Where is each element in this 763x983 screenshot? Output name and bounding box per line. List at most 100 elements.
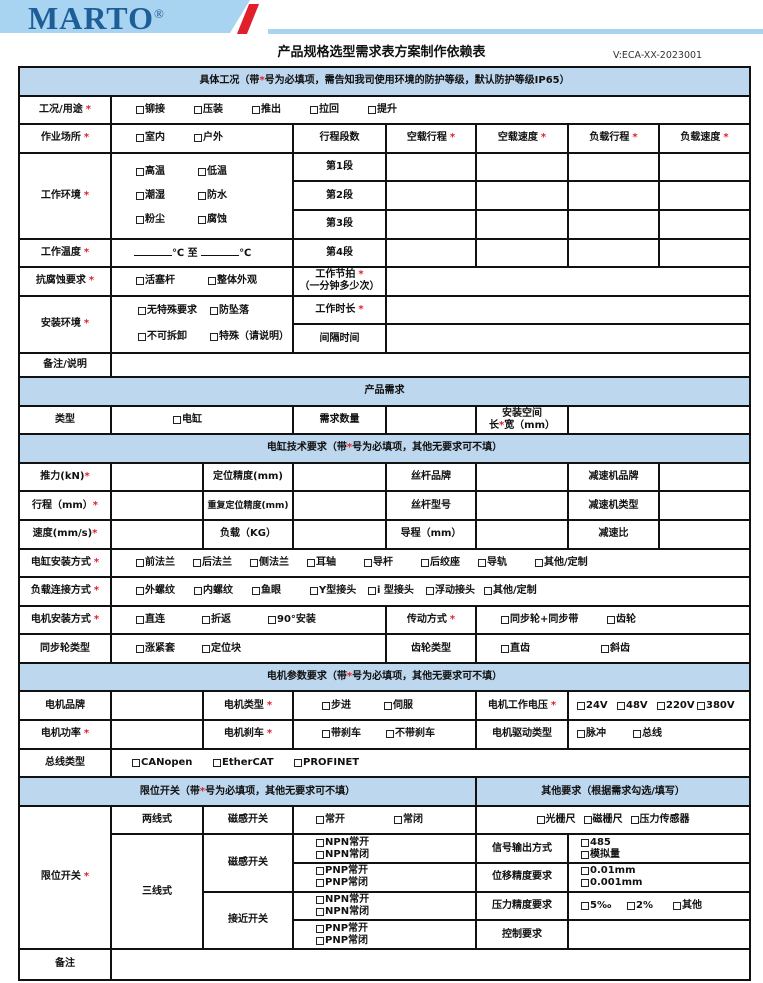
- checkbox-option[interactable]: 压装: [194, 104, 252, 116]
- checkbox-option[interactable]: 脉冲: [577, 728, 633, 740]
- checkbox-option[interactable]: 同步轮+同步带: [501, 614, 607, 626]
- checkbox-option[interactable]: 耳轴: [307, 557, 364, 569]
- checkbox-icon[interactable]: [136, 215, 144, 224]
- checkbox-icon[interactable]: [581, 850, 589, 859]
- checkbox-option[interactable]: 铆接: [136, 104, 194, 116]
- input-cell[interactable]: [385, 151, 477, 183]
- input-cell[interactable]: [567, 237, 660, 269]
- checkbox-icon[interactable]: [581, 838, 589, 847]
- input-cell[interactable]: [475, 461, 569, 493]
- checkbox-icon[interactable]: [136, 134, 144, 143]
- checkbox-option[interactable]: 提升: [368, 104, 426, 116]
- checkbox-icon[interactable]: [617, 701, 625, 710]
- checkbox-icon[interactable]: [252, 587, 260, 596]
- checkbox-icon[interactable]: [364, 558, 372, 567]
- checkbox-option[interactable]: 模拟量: [581, 849, 671, 861]
- checkbox-option[interactable]: 特殊（请说明）: [210, 331, 289, 343]
- checkbox-icon[interactable]: [386, 730, 394, 739]
- input-cell[interactable]: [567, 180, 660, 211]
- checkbox-option[interactable]: 导杆: [364, 557, 421, 569]
- interval-input[interactable]: [384, 323, 752, 354]
- checkbox-icon[interactable]: [673, 901, 681, 910]
- checkbox-option[interactable]: 潮湿: [136, 190, 198, 202]
- checkbox-option[interactable]: 侧法兰: [250, 557, 307, 569]
- checkbox-icon[interactable]: [210, 307, 218, 316]
- checkbox-icon[interactable]: [208, 277, 216, 286]
- checkbox-option[interactable]: Y型接头: [310, 585, 368, 597]
- input-cell[interactable]: [657, 151, 752, 183]
- checkbox-option[interactable]: 涨紧套: [136, 643, 202, 655]
- checkbox-option[interactable]: CANopen: [132, 757, 213, 769]
- checkbox-option[interactable]: 压力传感器: [630, 814, 690, 826]
- checkbox-option[interactable]: 0.001mm: [581, 877, 675, 889]
- checkbox-icon[interactable]: [136, 644, 144, 653]
- checkbox-option[interactable]: 0.01mm: [581, 865, 675, 877]
- checkbox-option[interactable]: 不可拆卸: [138, 331, 210, 343]
- checkbox-icon[interactable]: [136, 615, 144, 624]
- notes-input[interactable]: [109, 947, 752, 981]
- checkbox-option[interactable]: 直齿: [501, 643, 601, 655]
- checkbox-icon[interactable]: [368, 587, 376, 596]
- checkbox-option[interactable]: 485: [581, 837, 671, 849]
- checkbox-icon[interactable]: [194, 587, 202, 596]
- checkbox-icon[interactable]: [501, 615, 509, 624]
- checkbox-option[interactable]: 磁栅尺: [583, 814, 623, 826]
- checkbox-icon[interactable]: [198, 167, 206, 176]
- checkbox-icon[interactable]: [394, 816, 402, 825]
- checkbox-option[interactable]: 带刹车: [322, 728, 386, 740]
- input-cell[interactable]: [385, 237, 477, 269]
- checkbox-icon[interactable]: [316, 816, 324, 825]
- checkbox-icon[interactable]: [136, 105, 144, 114]
- checkbox-icon[interactable]: [577, 701, 585, 710]
- checkbox-option[interactable]: 220V: [657, 700, 697, 712]
- checkbox-icon[interactable]: [577, 730, 585, 739]
- checkbox-option[interactable]: 户外: [194, 132, 252, 144]
- input-cell[interactable]: [567, 151, 660, 183]
- duration-input[interactable]: [384, 294, 752, 326]
- checkbox-option[interactable]: 48V: [617, 700, 657, 712]
- checkbox-icon[interactable]: [194, 134, 202, 143]
- input-cell[interactable]: [292, 518, 387, 550]
- checkbox-icon[interactable]: [252, 105, 260, 114]
- checkbox-option[interactable]: 防坠落: [210, 305, 282, 317]
- checkbox-icon[interactable]: [322, 730, 330, 739]
- checkbox-icon[interactable]: [194, 105, 202, 114]
- checkbox-icon[interactable]: [173, 415, 181, 424]
- checkbox-option[interactable]: 室内: [136, 132, 194, 144]
- checkbox-option[interactable]: 24V: [577, 700, 617, 712]
- checkbox-icon[interactable]: [213, 758, 221, 767]
- checkbox-icon[interactable]: [132, 758, 140, 767]
- checkbox-icon[interactable]: [601, 644, 609, 653]
- checkbox-icon[interactable]: [581, 879, 589, 888]
- checkbox-icon[interactable]: [202, 644, 210, 653]
- checkbox-icon[interactable]: [583, 816, 592, 825]
- checkbox-icon[interactable]: [136, 558, 144, 567]
- checkbox-option[interactable]: EtherCAT: [213, 757, 294, 769]
- input-cell[interactable]: [567, 208, 660, 240]
- checkbox-icon[interactable]: [136, 587, 144, 596]
- input-cell[interactable]: [385, 208, 477, 240]
- checkbox-option[interactable]: 2%: [627, 900, 673, 912]
- checkbox-option[interactable]: 防水: [198, 190, 260, 202]
- checkbox-icon[interactable]: [316, 838, 324, 847]
- checkbox-option[interactable]: 斜齿: [601, 643, 701, 655]
- checkbox-icon[interactable]: [316, 879, 324, 888]
- checkbox-option[interactable]: NPN常闭: [316, 849, 396, 861]
- checkbox-option[interactable]: 后法兰: [193, 557, 250, 569]
- checkbox-option[interactable]: 鱼眼: [252, 585, 310, 597]
- checkbox-icon[interactable]: [250, 558, 258, 567]
- checkbox-icon[interactable]: [536, 816, 545, 825]
- checkbox-option[interactable]: PNP常闭: [316, 877, 396, 889]
- checkbox-icon[interactable]: [316, 924, 324, 933]
- checkbox-icon[interactable]: [316, 936, 324, 945]
- checkbox-option[interactable]: 低温: [198, 166, 260, 178]
- input-cell[interactable]: [475, 237, 569, 269]
- checkbox-icon[interactable]: [633, 730, 641, 739]
- input-cell[interactable]: [475, 180, 569, 211]
- checkbox-option[interactable]: 380V: [697, 700, 737, 712]
- checkbox-option[interactable]: 不带刹车: [386, 728, 450, 740]
- checkbox-icon[interactable]: [316, 907, 324, 916]
- checkbox-option[interactable]: 粉尘: [136, 214, 198, 226]
- checkbox-option[interactable]: 90°安装: [268, 614, 334, 626]
- checkbox-option[interactable]: 前法兰: [136, 557, 193, 569]
